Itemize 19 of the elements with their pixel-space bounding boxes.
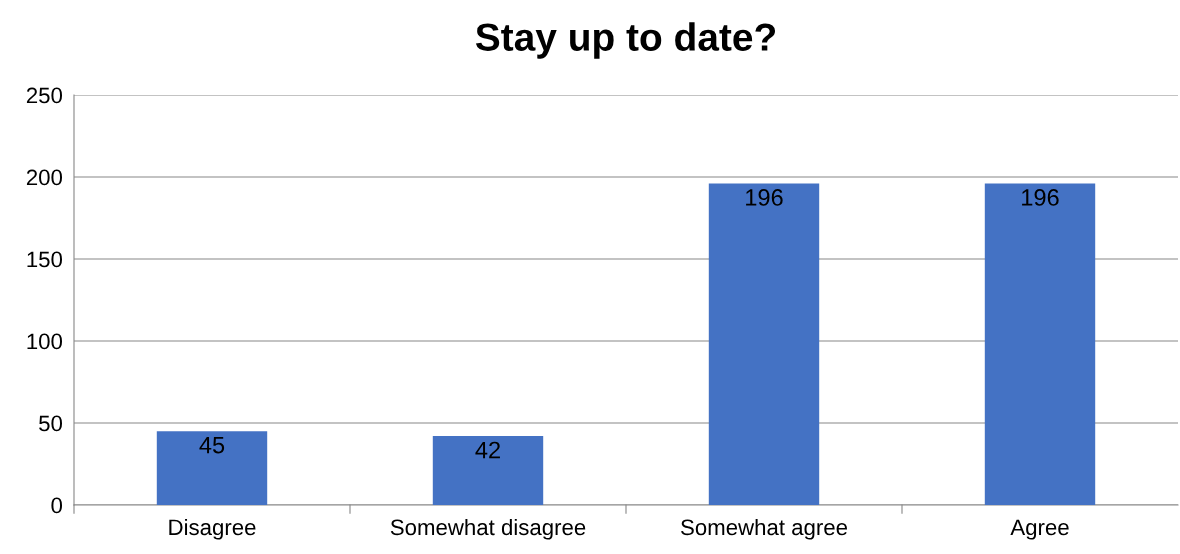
y-tick-label: 0 — [51, 497, 63, 514]
data-label: 196 — [746, 189, 783, 206]
y-tick-label: 150 — [27, 251, 63, 268]
x-tick-label: Disagree — [169, 518, 256, 540]
data-label: 196 — [1022, 189, 1059, 206]
chart-title: Stay up to date? — [475, 22, 776, 59]
y-tick-label: 200 — [26, 169, 63, 186]
bar — [708, 183, 820, 505]
data-label: 45 — [199, 436, 225, 454]
bar — [432, 436, 544, 505]
x-tick-label: Somewhat disagree — [390, 518, 586, 540]
bar — [156, 431, 268, 505]
y-tick-label: 250 — [26, 87, 63, 104]
x-tick-label: Somewhat agree — [681, 518, 848, 540]
bar — [984, 183, 1096, 505]
y-tick-label: 100 — [27, 333, 63, 350]
data-label: 42 — [475, 441, 500, 459]
x-tick-label: Agree — [1010, 519, 1069, 540]
y-tick-label: 50 — [39, 415, 63, 432]
